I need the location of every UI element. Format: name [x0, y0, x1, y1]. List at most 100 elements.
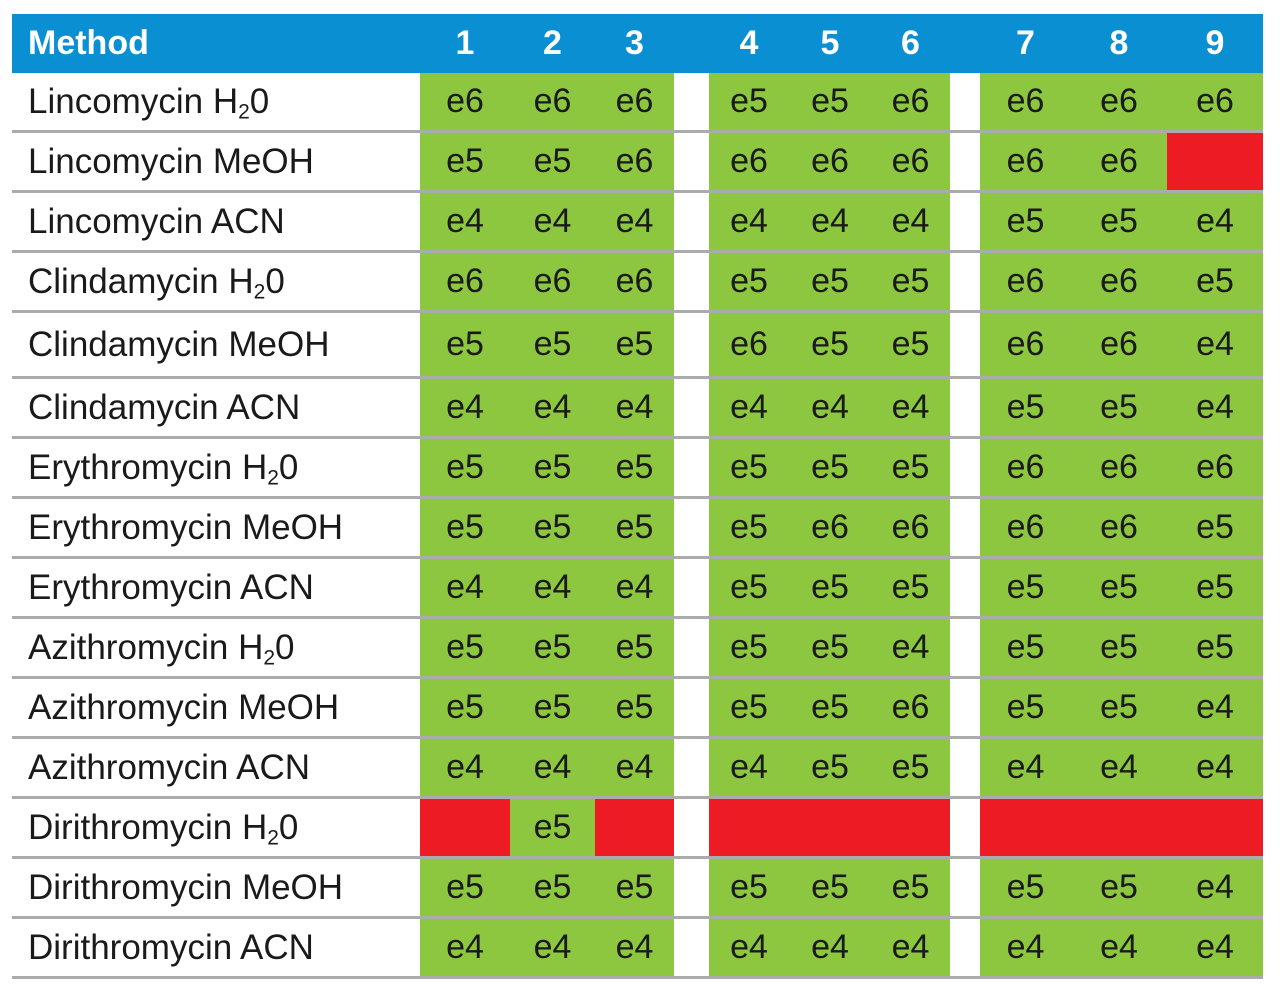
result-cell: e4 [420, 919, 510, 976]
result-cell: e5 [1071, 559, 1167, 616]
compound-name: Erythromycin [28, 508, 233, 547]
solvent-name: ACN [210, 202, 285, 241]
result-cell: e5 [510, 133, 595, 190]
result-cell: e5 [709, 439, 789, 496]
solvent-subscript: 2 [267, 826, 279, 850]
result-cell: e5 [980, 379, 1071, 436]
solvent-name: ACN [236, 748, 311, 787]
result-cell: e4 [789, 193, 871, 250]
result-cell: e5 [1071, 859, 1167, 916]
table-row: Dirithromycin ACN e4 e4 e4 e4 e4 e4 e4 e4 e4 [12, 919, 1263, 976]
result-cell: e5 [709, 499, 789, 556]
table-row: Lincomycin ACN e4 e4 e4 e4 e4 e4 e5 e5 e4 [12, 193, 1263, 250]
compound-name: Clindamycin [28, 388, 219, 427]
compound-name: Lincomycin [28, 142, 204, 181]
result-cell: e6 [789, 133, 871, 190]
result-cell: e6 [980, 133, 1071, 190]
table-row: Lincomycin MeOH e5 e5 e6 e6 e6 e6 e6 e6 [12, 133, 1263, 190]
result-cell: e5 [420, 313, 510, 376]
result-cell: e4 [1167, 679, 1263, 736]
header-col-3: 3 [625, 24, 644, 62]
row-divider [12, 736, 1263, 739]
result-cell: e6 [871, 679, 950, 736]
compound-name: Azithromycin [28, 628, 229, 667]
row-label: Lincomycin ACN [12, 193, 420, 250]
result-cell: e4 [595, 559, 674, 616]
row-divider [12, 376, 1263, 379]
header-col-4: 4 [739, 24, 759, 62]
solvent-name: ACN [226, 388, 301, 427]
compound-name: Clindamycin [28, 262, 219, 301]
result-cell: e5 [510, 799, 595, 856]
result-cell: e5 [980, 193, 1071, 250]
solvent-suffix: 0 [275, 628, 295, 667]
result-cell: e5 [1071, 379, 1167, 436]
result-cell-not-detected [595, 799, 674, 856]
result-cell: e5 [510, 859, 595, 916]
table-header: Method 1 2 3 4 5 6 7 8 9 [12, 14, 1263, 73]
result-cell: e6 [1071, 439, 1167, 496]
result-cell: e6 [980, 73, 1071, 130]
result-cell: e4 [595, 919, 674, 976]
result-cell: e4 [980, 739, 1071, 796]
result-cell: e6 [510, 253, 595, 310]
solvent-name: MeOH [241, 508, 344, 547]
solvent-name: H [228, 262, 254, 301]
result-cell: e4 [709, 739, 789, 796]
solvent-name: MeOH [228, 325, 330, 364]
result-cell: e5 [871, 253, 950, 310]
solvent-name: H [241, 448, 268, 487]
result-cell: e4 [1167, 313, 1263, 376]
row-label: Erythromycin MeOH [12, 499, 420, 556]
row-label: Dirithromycin ACN [12, 919, 420, 976]
result-cell: e5 [420, 439, 510, 496]
header-col-6: 6 [901, 24, 920, 62]
header-method-label: Method [28, 24, 149, 62]
row-divider [12, 916, 1263, 919]
table-row: Clindamycin MeOH e5 e5 e5 e6 e5 e5 e6 e6 e4 [12, 313, 1263, 376]
compound-name: Lincomycin [28, 82, 204, 121]
result-cell: e6 [595, 253, 674, 310]
result-cell: e6 [1071, 253, 1167, 310]
row-label: Clindamycin MeOH [12, 313, 420, 376]
result-cell: e5 [1167, 559, 1263, 616]
result-cell: e5 [420, 499, 510, 556]
result-cell: e5 [709, 253, 789, 310]
result-cell: e5 [595, 619, 674, 676]
result-cell-not-detected [709, 799, 789, 856]
result-cell: e4 [709, 919, 789, 976]
result-cell: e6 [709, 313, 789, 376]
compound-name: Dirithromycin [28, 868, 233, 907]
row-label: Azithromycin MeOH [12, 679, 420, 736]
result-cell: e5 [709, 619, 789, 676]
table-row: Lincomycin H20 e6 e6 e6 e5 e5 e6 e6 e6 e6 [12, 73, 1263, 130]
result-cell: e5 [789, 439, 871, 496]
result-cell: e5 [510, 619, 595, 676]
result-cell: e5 [510, 499, 595, 556]
table-row: Erythromycin ACN e4 e4 e4 e5 e5 e5 e5 e5 e5 [12, 559, 1263, 616]
result-cell: e5 [420, 859, 510, 916]
row-divider [12, 976, 1263, 979]
result-cell: e4 [789, 919, 871, 976]
result-cell: e5 [980, 679, 1071, 736]
result-cell-not-detected [789, 799, 871, 856]
result-cell: e4 [980, 919, 1071, 976]
result-cell: e5 [510, 439, 595, 496]
result-cell: e5 [789, 313, 871, 376]
result-cell-not-detected [980, 799, 1071, 856]
solvent-suffix: 0 [265, 262, 285, 301]
row-divider [12, 676, 1263, 679]
row-label: Erythromycin H20 [12, 439, 420, 496]
result-cell: e4 [510, 193, 595, 250]
compound-name: Dirithromycin [28, 808, 233, 847]
result-cell: e5 [1071, 193, 1167, 250]
row-label: Azithromycin ACN [12, 739, 420, 796]
compound-name: Dirithromycin [28, 928, 233, 967]
result-cell: e6 [595, 133, 674, 190]
result-cell: e4 [1167, 379, 1263, 436]
table-row: Azithromycin H20 e5 e5 e5 e5 e5 e4 e5 e5 e5 [12, 619, 1263, 676]
result-cell: e5 [595, 439, 674, 496]
result-cell: e5 [871, 559, 950, 616]
result-cell: e4 [595, 739, 674, 796]
solvent-subscript: 2 [267, 466, 279, 490]
